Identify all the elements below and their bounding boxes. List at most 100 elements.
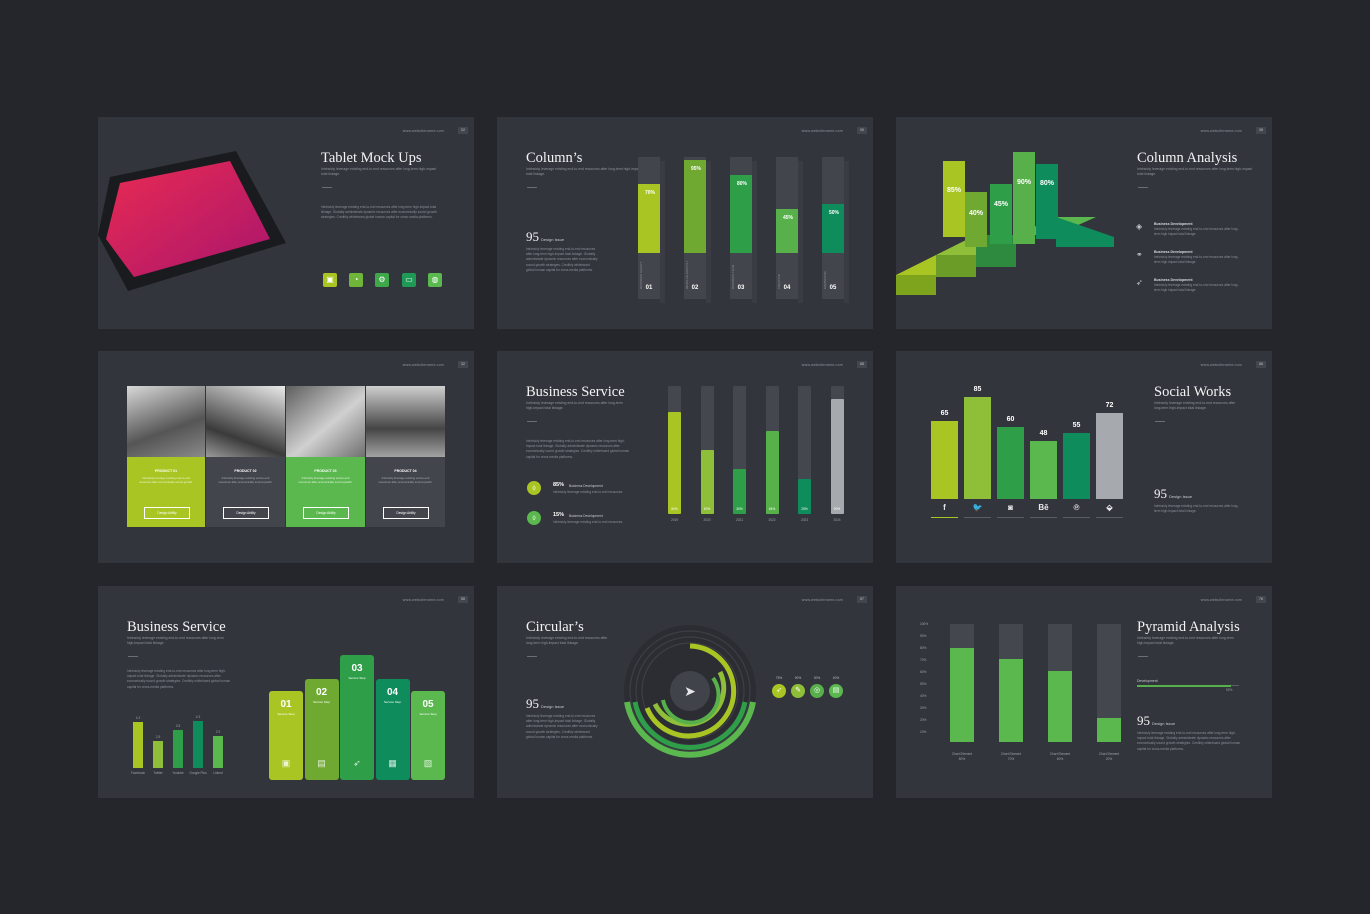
- progress-year: 2023: [800, 518, 809, 522]
- category-value: 80%: [958, 757, 966, 761]
- divider: [527, 187, 537, 188]
- drop-icon: ⬨: [527, 511, 541, 525]
- y-tick: 20%: [920, 718, 927, 722]
- column-label: BUSINESS TEAM: [731, 264, 735, 289]
- step-label: Service Step: [419, 712, 437, 716]
- body-text: Intrinsicly leverage existing end-to-end…: [526, 247, 598, 272]
- website-url: www.websitename.com: [402, 598, 444, 602]
- small-bar-value: 4.2: [135, 715, 141, 720]
- twitter-icon: 🐦: [972, 503, 983, 512]
- step-label: Service Step: [312, 700, 330, 704]
- column-value: 50%: [828, 210, 839, 216]
- slide-social-works[interactable]: www.websitename.com 68 65 f 85 🐦 60 ◙ 48 Bē 55 ℗ 7…: [896, 351, 1272, 563]
- step-icon: ➶: [353, 758, 361, 768]
- progress-value: 80%: [671, 507, 678, 511]
- column-side: [752, 161, 757, 303]
- dropbox-icon: ⬙: [1106, 503, 1113, 512]
- svg-text:90%: 90%: [1017, 179, 1032, 186]
- progress-value: 64%: [768, 507, 776, 511]
- step-number: 01: [280, 699, 292, 710]
- step-label: Service Step: [383, 700, 401, 704]
- drop-icon: ⬨: [527, 481, 541, 495]
- slide-subtitle: Intrinsicly leverage existing end-to-end…: [1137, 636, 1234, 645]
- gear-icon[interactable]: ⚙: [375, 273, 389, 287]
- service-step-bar: [304, 679, 339, 780]
- column-bar: [822, 204, 844, 253]
- body-text: Intrinsicly leverage existing end-to-end…: [127, 669, 231, 689]
- stat-label: Business Development: [569, 514, 603, 518]
- column-number: 02: [691, 285, 699, 291]
- svg-text:45%: 45%: [994, 201, 1009, 208]
- rocket-icon: ➶: [772, 684, 786, 698]
- small-bar: [133, 721, 143, 768]
- step-icon: ▧: [423, 758, 433, 768]
- page-number: 58: [458, 596, 468, 603]
- column-side: [706, 161, 711, 303]
- category-value: 70%: [1007, 757, 1015, 761]
- small-bar: [173, 729, 183, 768]
- social-underline: [1063, 517, 1090, 518]
- category-value: 20%: [1105, 757, 1113, 761]
- y-tick: 60%: [920, 670, 927, 674]
- slide-columns[interactable]: www.websitename.com 05 Column’s Intrinsi…: [497, 117, 873, 329]
- divider: [128, 656, 138, 657]
- page-number: 05: [857, 127, 867, 134]
- svg-text:40%: 40%: [969, 210, 984, 217]
- design-ability-button[interactable]: Design Ability: [383, 507, 429, 519]
- column-label: CREATIVE: [777, 274, 781, 289]
- progress-year: 2024: [833, 518, 841, 522]
- divider: [1138, 187, 1148, 188]
- chat-icon[interactable]: ◔: [349, 273, 363, 287]
- pencil-icon: ✎: [791, 684, 805, 698]
- progress-bar: [733, 469, 746, 514]
- picture-icon[interactable]: ▣: [323, 273, 337, 287]
- service-step-bar: [340, 655, 374, 780]
- item-head: Business Development: [1154, 250, 1193, 254]
- progress-year: 2021: [735, 518, 744, 522]
- bar-40: [965, 192, 987, 247]
- progress-value: 50%: [703, 507, 711, 511]
- body-text: Intrinsicly leverage existing end-to-end…: [1137, 731, 1241, 751]
- social-bar: [1030, 441, 1057, 499]
- progress-value: 30%: [736, 507, 743, 511]
- step-icon: ▤: [317, 758, 326, 768]
- progress-bar: [765, 430, 779, 514]
- slide-pyramid-analysis[interactable]: www.websitename.com 76 100% 90% 80% 70% 60% 5…: [896, 586, 1272, 798]
- slide-circulars[interactable]: www.websitename.com 57 Circular’s Intrin…: [497, 586, 873, 798]
- design-ability-button[interactable]: Design Ability: [223, 507, 269, 519]
- small-bar-value: 2.5: [155, 734, 161, 739]
- folder-icon[interactable]: ▭: [402, 273, 416, 287]
- slide-title: Circular’s: [526, 619, 584, 635]
- page-number: 68: [1256, 361, 1266, 368]
- item-head: Business Development: [1154, 278, 1193, 282]
- column-number: 05: [829, 285, 837, 291]
- category-label: Chart Element: [951, 752, 973, 756]
- bar-85: [943, 161, 965, 237]
- divider: [1138, 656, 1148, 657]
- progress-year: 2019: [670, 518, 679, 522]
- stat-text: Intrinsicly leverage existing end-to-end…: [553, 520, 624, 524]
- slide-subtitle: Intrinsicly leverage existing end-to-end…: [321, 167, 437, 176]
- small-bar-value: 4.3: [195, 714, 201, 719]
- small-bar: [153, 740, 163, 768]
- slide-business-service-bars[interactable]: www.websitename.com 68 Business Service …: [497, 351, 873, 563]
- product-photo-2: [206, 386, 285, 457]
- slide-business-service-steps[interactable]: www.websitename.com 58 Business Service …: [98, 586, 474, 798]
- slide-tablet-mockups[interactable]: www.websitename.com 02 Tablet Mock Ups I…: [98, 117, 474, 329]
- bar-80: [1036, 164, 1058, 239]
- circular-ring-chart: ➤: [624, 625, 756, 758]
- progress-value: 25%: [801, 507, 808, 511]
- slide-title: Pyramid Analysis: [1137, 619, 1240, 635]
- progress-year: 2022: [768, 518, 776, 522]
- column-value: 70%: [644, 190, 655, 197]
- social-value: 65: [940, 410, 949, 417]
- globe-icon[interactable]: ◍: [428, 273, 442, 287]
- design-ability-button[interactable]: Design Ability: [144, 507, 190, 519]
- stat-95: 95 Design Issue: [1137, 713, 1176, 728]
- slide-column-analysis[interactable]: www.websitename.com 08 85% 40% 45% 90% 8…: [896, 117, 1272, 329]
- bar-90: [1013, 152, 1035, 244]
- slide-products[interactable]: www.websitename.com 32 PRODUCT 01 Intrin…: [98, 351, 474, 563]
- y-tick: 70%: [920, 658, 927, 662]
- stat-pct: 15%: [553, 512, 565, 518]
- design-ability-button[interactable]: Design Ability: [303, 507, 349, 519]
